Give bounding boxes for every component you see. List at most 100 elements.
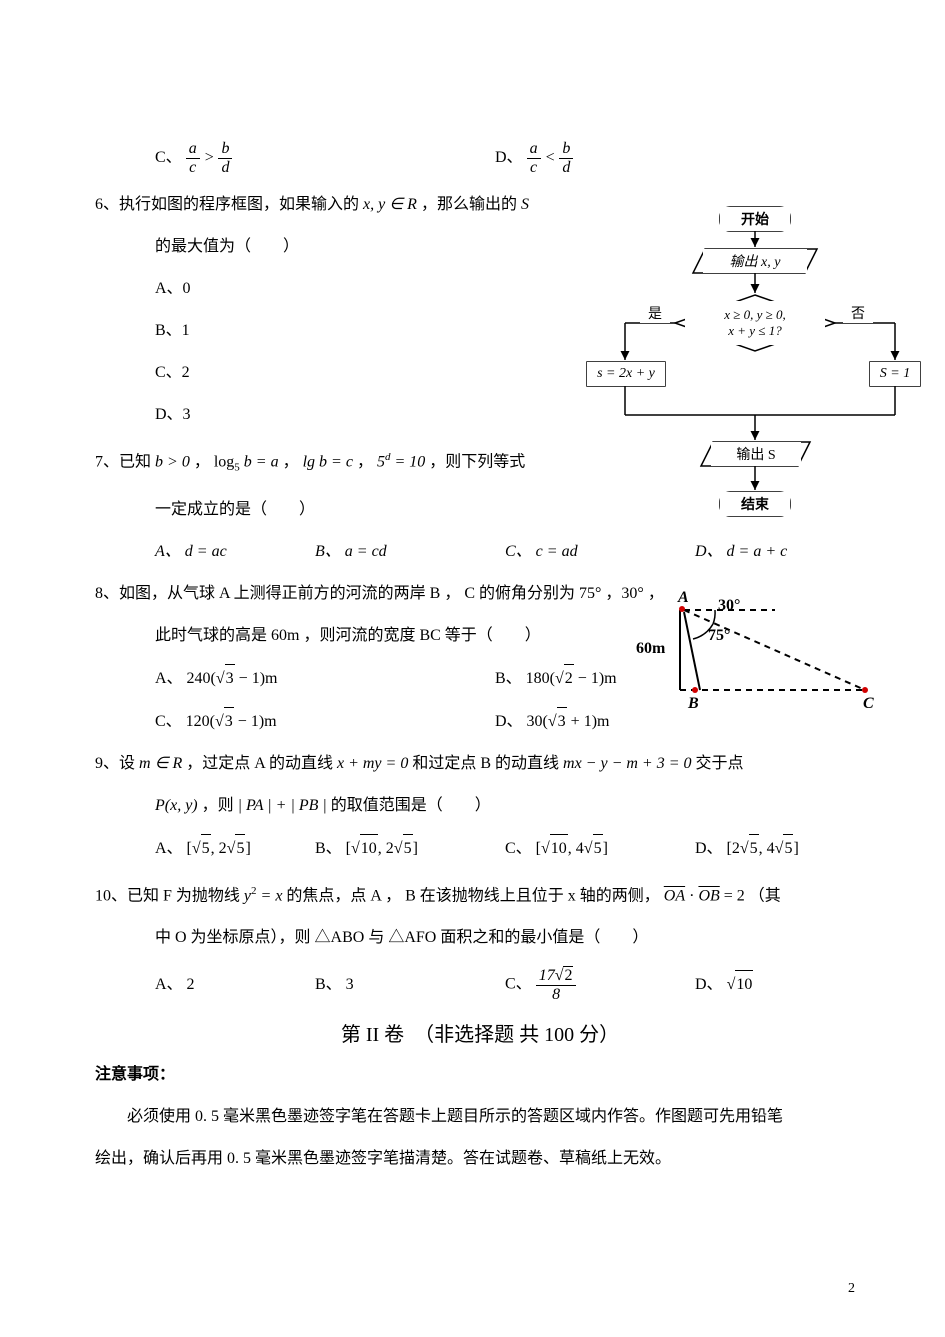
q7-suffix: ，则下列等式 (429, 453, 525, 470)
q9d-s2: 5 (775, 834, 794, 863)
q9a5: ] (245, 840, 250, 857)
q9-line1: 9、设 m ∈ R ，过定点 A 的动直线 x + my = 0 和过定点 B … (95, 750, 865, 778)
q8-a-rad: 3 (225, 664, 235, 693)
q9c-s1: 10 (541, 834, 568, 863)
q9b1: B、 [ (315, 840, 351, 857)
flow-cond: x ≥ 0, y ≥ 0, x + y ≤ 1? (685, 301, 825, 345)
q8-fig-A: A (678, 589, 689, 607)
q10-d-rad: 10 (735, 970, 753, 999)
q7-c4: 5 (377, 453, 385, 470)
flow-no: 否 (843, 303, 873, 323)
q9d-s1: 5 (740, 834, 759, 863)
q9-l1b: m ∈ R (139, 755, 182, 772)
q8-optA: A、 240( 3 − 1)m (155, 664, 495, 693)
q9-optD: D、 [2 5, 45] (695, 834, 799, 863)
flowchart: 开始 输出 x, y x ≥ 0, y ≥ 0, x + y ≤ 1? 是 否 … (585, 205, 925, 540)
q8-d-rad: 3 (557, 707, 567, 736)
q7-c1: b > 0 (155, 453, 190, 470)
q5-optD: D、 ac < bd (495, 140, 573, 177)
notice-title: 注意事项： (95, 1061, 865, 1089)
q8-fig-C: C (863, 695, 874, 713)
q9c5: ] (603, 840, 608, 857)
q9d3: , 4 (759, 840, 775, 857)
flow-cond1: x ≥ 0, y ≥ 0, (724, 307, 786, 323)
q8-fig-B: B (688, 695, 699, 713)
q5-d-frac1: ac (527, 140, 541, 177)
q10-l1g: · (685, 887, 698, 904)
q9d2: 5 (749, 834, 759, 863)
q9d5: ] (793, 840, 798, 857)
q6-var: x, y ∈ R (363, 196, 417, 213)
q8-b-rad: 2 (564, 664, 574, 693)
flow-right: S = 1 (870, 362, 920, 386)
q10-c-num2: 2 (563, 966, 573, 985)
q9d1: D、 [2 (695, 840, 740, 857)
q10-c-den: 8 (536, 986, 577, 1004)
q10-l1d: = x (257, 887, 283, 904)
q8-d-sqrt: 3 (548, 707, 567, 736)
q9-optA: A、 [5, 25] (155, 834, 315, 863)
q7-sep3: ， (357, 453, 377, 470)
q9a3: , 2 (211, 840, 227, 857)
q10-d-label: D、 (695, 976, 723, 993)
q8-c-sqrt: 3 (215, 707, 234, 736)
flow-start: 开始 (720, 207, 790, 231)
q9a1: A、 [ (155, 840, 192, 857)
q10-c-num: 17 (539, 967, 555, 984)
q8-figure: A B C 60m 30° 75° (640, 595, 900, 715)
flow-input-text: 输出 x, y (730, 251, 781, 271)
q9-l1a: 9、设 (95, 755, 139, 772)
q10-optA: A、 2 (155, 971, 315, 999)
flow-end: 结束 (720, 492, 790, 516)
q9a-s1: 5 (192, 834, 211, 863)
q6-mid: ，那么输出的 (417, 196, 521, 213)
q8-optD: D、 30(3 + 1)m (495, 707, 609, 736)
flow-right-text: S = 1 (880, 366, 910, 382)
q9-l1g: 交于点 (692, 755, 744, 772)
q9-l2b: ，则 (198, 797, 238, 814)
q8-fig-ang2: 75° (708, 627, 730, 645)
q9c3: , 4 (568, 840, 584, 857)
q10-l1f: OA (664, 887, 685, 904)
q7-c2b: b = a (240, 453, 279, 470)
q9-l1e: 和过定点 B 的动直线 (408, 755, 563, 772)
q8-c-pre: C、 120( (155, 713, 215, 730)
q10-optD: D、 10 (695, 970, 753, 999)
q9a4: 5 (235, 834, 245, 863)
q7-sep2: ， (283, 453, 303, 470)
q10-l1i: = 2 （其 (720, 887, 781, 904)
q8-b-post: − 1)m (574, 670, 617, 687)
q10-line1: 10、已知 F 为抛物线 y2 = x 的焦点，点 A ， B 在该抛物线上且位… (95, 877, 865, 910)
q9-l1f: mx − y − m + 3 = 0 (563, 755, 692, 772)
flow-output: 输出 S (711, 442, 801, 466)
q7-c4r: = 10 (390, 453, 425, 470)
q9c1: C、 [ (505, 840, 541, 857)
q9c4: 5 (593, 834, 603, 863)
notice-body1: 必须使用 0. 5 毫米黑色墨迹签字笔在答题卡上题目所示的答题区域内作答。作图题… (95, 1103, 865, 1131)
q8-a-pre: A、 240( (155, 670, 216, 687)
q9-optC: C、 [10, 4 5] (505, 834, 695, 863)
q5-d-frac2: bd (559, 140, 573, 177)
q10-l1e: 的焦点，点 A ， B 在该抛物线上且位于 x 轴的两侧， (282, 887, 663, 904)
q10-l1a: 10、已知 F 为抛物线 (95, 887, 244, 904)
q5-d-label: D、 (495, 149, 523, 166)
q10-options: A、 2 B、 3 C、 172 8 D、 10 (95, 966, 865, 1004)
flow-output-text: 输出 S (736, 444, 775, 464)
flow-input: 输出 x, y (703, 249, 807, 273)
q5-c-frac1: ac (186, 140, 200, 177)
q9a2: 5 (201, 834, 211, 863)
q9c-s2: 5 (584, 834, 603, 863)
q8-a-post: − 1)m (235, 670, 278, 687)
q8-d-post: + 1)m (567, 713, 610, 730)
q9-l2c: | PA | + | PB | (238, 797, 327, 814)
q10-optB: B、 3 (315, 971, 505, 999)
q9b-s2: 5 (394, 834, 413, 863)
q7-c3: lg b = c (303, 453, 353, 470)
q9b4: 5 (403, 834, 413, 863)
q7-optB: B、 a = cd (315, 538, 505, 566)
q8-svg (640, 595, 900, 715)
q8-fig-h: 60m (636, 640, 665, 658)
q9b-s1: 10 (351, 834, 378, 863)
page-number: 2 (848, 1281, 855, 1297)
q7-optA: A、 d = ac (155, 538, 315, 566)
